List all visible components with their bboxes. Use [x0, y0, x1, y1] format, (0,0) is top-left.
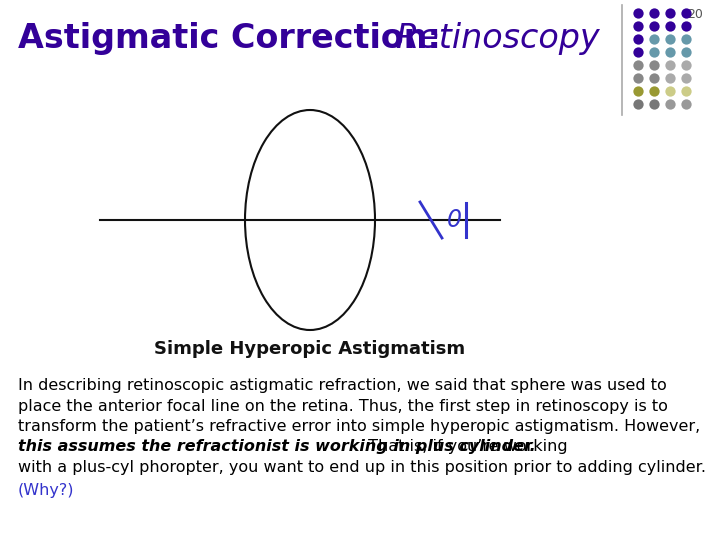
Point	[665, 9, 676, 17]
Text: transform the patient’s refractive error into simple hyperopic astigmatism. Howe: transform the patient’s refractive error…	[18, 419, 701, 434]
Text: In describing retinoscopic astigmatic refraction, we said that sphere was used t: In describing retinoscopic astigmatic re…	[18, 378, 667, 393]
Point	[680, 9, 692, 17]
Text: Astigmatic Correction:: Astigmatic Correction:	[18, 22, 452, 55]
Point	[632, 60, 644, 69]
Point	[665, 87, 676, 96]
Text: this assumes the refractionist is working in plus cylinder.: this assumes the refractionist is workin…	[18, 440, 536, 455]
Point	[680, 35, 692, 43]
Point	[632, 87, 644, 96]
Point	[648, 100, 660, 109]
Text: 20: 20	[687, 8, 703, 21]
Point	[648, 22, 660, 30]
Point	[665, 100, 676, 109]
Text: place the anterior focal line on the retina. Thus, the first step in retinoscopy: place the anterior focal line on the ret…	[18, 399, 668, 414]
Text: with a plus-cyl phoropter, you want to end up in this position prior to adding c: with a plus-cyl phoropter, you want to e…	[18, 460, 706, 475]
Point	[680, 100, 692, 109]
Point	[648, 9, 660, 17]
Point	[648, 60, 660, 69]
Point	[632, 48, 644, 56]
Point	[680, 73, 692, 82]
Point	[632, 73, 644, 82]
Point	[665, 48, 676, 56]
Text: Retinoscopy: Retinoscopy	[395, 22, 600, 55]
Text: 0: 0	[446, 208, 462, 232]
Point	[632, 100, 644, 109]
Point	[680, 60, 692, 69]
Point	[632, 35, 644, 43]
Point	[665, 22, 676, 30]
Point	[648, 73, 660, 82]
Point	[665, 35, 676, 43]
Point	[632, 22, 644, 30]
Point	[680, 48, 692, 56]
Text: That is, if you’re working: That is, if you’re working	[363, 440, 568, 455]
Point	[632, 9, 644, 17]
Point	[648, 35, 660, 43]
Point	[648, 48, 660, 56]
Text: (Why?): (Why?)	[18, 483, 74, 497]
Point	[648, 87, 660, 96]
Point	[665, 60, 676, 69]
Point	[680, 22, 692, 30]
Point	[680, 87, 692, 96]
Text: Simple Hyperopic Astigmatism: Simple Hyperopic Astigmatism	[154, 340, 466, 358]
Point	[665, 73, 676, 82]
